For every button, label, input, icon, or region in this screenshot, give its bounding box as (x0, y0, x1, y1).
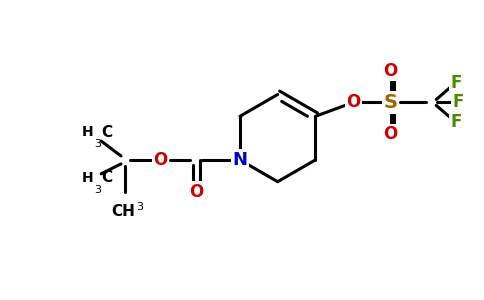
Text: F: F (451, 113, 462, 131)
Text: 3: 3 (136, 202, 143, 212)
Text: H: H (82, 125, 93, 139)
Text: F: F (453, 93, 464, 111)
Text: O: O (153, 151, 168, 169)
Text: N: N (232, 151, 247, 169)
Text: CH: CH (111, 203, 135, 218)
Text: F: F (451, 74, 462, 92)
Text: O: O (384, 62, 398, 80)
Text: 3: 3 (94, 185, 101, 195)
Text: S: S (384, 93, 398, 112)
Text: O: O (346, 93, 360, 111)
Text: C: C (101, 125, 112, 140)
Text: O: O (189, 183, 203, 201)
Text: O: O (384, 125, 398, 143)
Text: C: C (101, 170, 112, 185)
Text: 3: 3 (94, 139, 101, 149)
Text: H: H (82, 171, 93, 185)
